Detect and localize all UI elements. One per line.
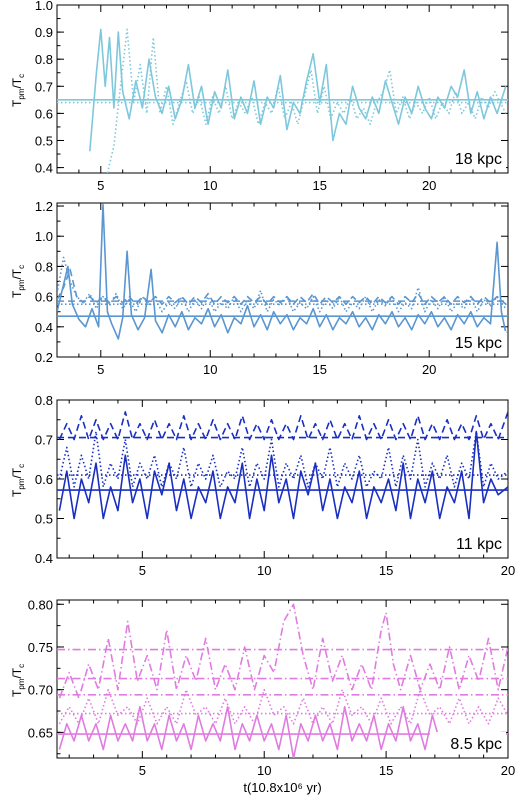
- y-tick-label: 0.8: [35, 393, 53, 408]
- y-label-mid: /T: [10, 77, 24, 88]
- series-line-dashdot: [58, 603, 508, 700]
- series-line-dashed: [57, 268, 507, 306]
- x-tick-label: 15: [312, 178, 326, 193]
- y-tick-label: 1.2: [35, 199, 53, 214]
- panel-label: 18 kpc: [455, 151, 502, 168]
- y-axis-label: Tpm/Tc: [10, 265, 26, 298]
- series-line-solid: [58, 705, 448, 758]
- x-tick-label: 10: [257, 563, 271, 578]
- panel-1: 5 10 15 20 0.4 0.5 0.6 0.7 0.8 0.9 1.0 Tpm/Tc 18 kpc: [10, 0, 509, 193]
- y-axis-label: Tpm/Tc: [10, 664, 26, 697]
- x-tick-label: 10: [203, 178, 217, 193]
- y-label-sub1: pm: [17, 279, 26, 290]
- panel-label-bg: [430, 532, 506, 554]
- y-tick-label: 0.65: [28, 725, 53, 740]
- series-line-dotted: [58, 688, 508, 725]
- panel-label: 8.5 kpc: [450, 736, 502, 753]
- y-tick-label: 0.4: [35, 551, 53, 566]
- x-tick-label: 5: [97, 178, 104, 193]
- panel-label-bg: [430, 732, 506, 754]
- y-tick-label: 0.2: [35, 350, 53, 365]
- panel-lines: [57, 28, 508, 173]
- series-line-dotted: [106, 28, 507, 173]
- panel-label: 11 kpc: [456, 536, 502, 553]
- x-tick-label: 15: [379, 763, 393, 778]
- plot-frame: [56, 202, 509, 358]
- y-tick-label: 1.0: [35, 0, 53, 13]
- x-tick-label: 10: [203, 362, 217, 377]
- panel-3: 5 10 15 20 0.4 0.5 0.6 0.7 0.8 Tpm/Tc 11 kpc: [10, 393, 515, 578]
- y-tick-label: 1.0: [35, 229, 53, 244]
- x-tick-label: 10: [257, 763, 271, 778]
- panel-lines: [57, 411, 508, 520]
- y-label-sub1: pm: [17, 678, 26, 689]
- y-label-main: T: [10, 689, 24, 697]
- y-tick-label: 0.6: [35, 472, 53, 487]
- y-tick-label: 0.7: [35, 79, 53, 94]
- y-tick-label: 0.5: [35, 133, 53, 148]
- y-tick-label: 0.4: [35, 161, 53, 176]
- series-line-solid: [89, 28, 507, 152]
- y-label-sub2: c: [17, 664, 26, 668]
- y-tick-label: 0.6: [35, 106, 53, 121]
- y-label-sub2: c: [17, 74, 26, 78]
- panel-lines: [57, 203, 508, 340]
- y-tick-label: 0.8: [35, 259, 53, 274]
- y-tick-label: 0.6: [35, 290, 53, 305]
- y-label-main: T: [10, 290, 24, 298]
- panel-2: 5 10 15 20 0.2 0.4 0.6 0.8 1.0 1.2 Tpm/Tc 15 kpc: [10, 199, 509, 377]
- x-tick-label: 20: [501, 763, 515, 778]
- panel-label-bg: [430, 331, 506, 353]
- y-label-sub2: c: [17, 464, 26, 468]
- series-line-dotted: [57, 256, 507, 313]
- x-tick-label: 20: [501, 563, 515, 578]
- x-tick-label: 5: [139, 763, 146, 778]
- y-label-main: T: [10, 489, 24, 497]
- y-tick-label: 0.5: [35, 512, 53, 527]
- series-line-dotted: [58, 430, 508, 488]
- panel-4: 5 10 15 20 0.65 0.70 0.75 0.80 Tpm/Tc 8.5 kpc t(10…: [10, 597, 515, 795]
- y-tick-label: 0.7: [35, 433, 53, 448]
- series-line-dashed: [58, 411, 508, 441]
- panel-label: 15 kpc: [455, 335, 502, 352]
- y-label-mid: /T: [10, 467, 24, 478]
- series-line-solid: [58, 430, 508, 520]
- y-tick-label: 0.8: [35, 52, 53, 67]
- y-tick-label: 0.75: [28, 640, 53, 655]
- y-tick-label: 0.80: [28, 597, 53, 612]
- series-line-solid: [57, 203, 507, 340]
- y-axis-label: Tpm/Tc: [10, 74, 26, 107]
- panel-label-bg: [430, 147, 506, 169]
- x-tick-label: 5: [139, 563, 146, 578]
- y-label-main: T: [10, 99, 24, 107]
- x-axis-label: t(10.8x10⁶ yr): [243, 780, 321, 795]
- plot-frame: [56, 4, 509, 174]
- y-label-sub1: pm: [17, 478, 26, 489]
- x-tick-label: 20: [422, 178, 436, 193]
- y-label-mid: /T: [10, 268, 24, 279]
- y-tick-label: 0.9: [35, 25, 53, 40]
- y-axis-label: Tpm/Tc: [10, 464, 26, 497]
- y-label-mid: /T: [10, 667, 24, 678]
- y-label-sub1: pm: [17, 88, 26, 99]
- x-tick-label: 20: [422, 362, 436, 377]
- y-label-sub2: c: [17, 265, 26, 269]
- x-tick-label: 15: [312, 362, 326, 377]
- x-tick-label: 5: [97, 362, 104, 377]
- x-tick-label: 15: [379, 563, 393, 578]
- y-tick-label: 0.70: [28, 683, 53, 698]
- y-tick-label: 0.4: [35, 320, 53, 335]
